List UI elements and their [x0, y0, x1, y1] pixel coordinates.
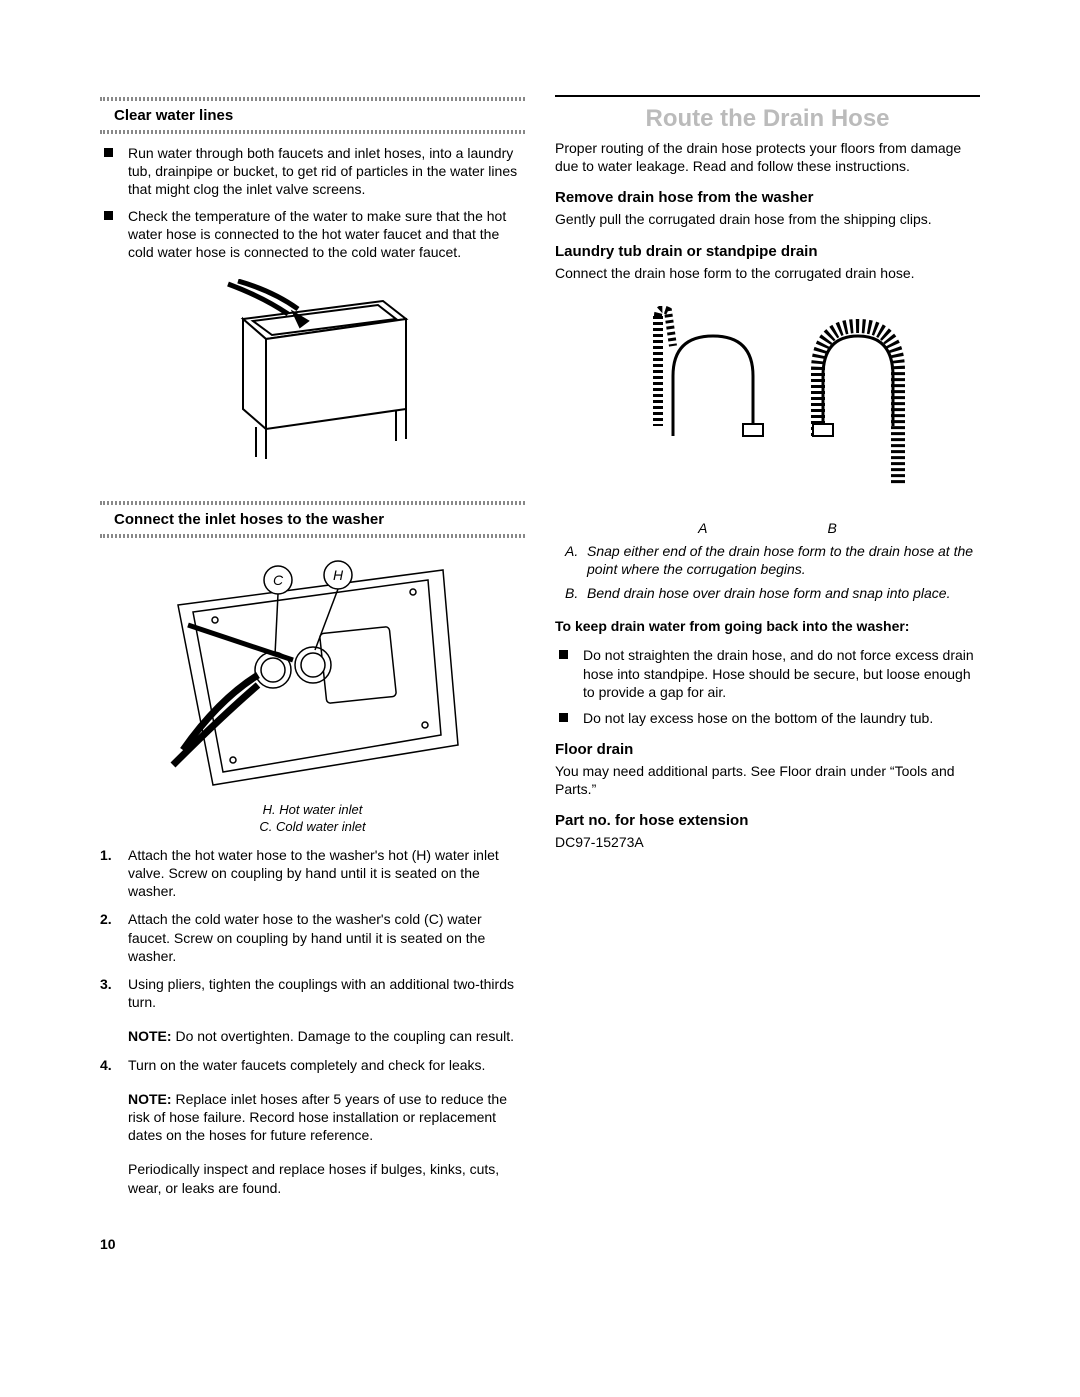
letter-list: A.Snap either end of the drain hose form… [565, 542, 980, 609]
section-title-connect-inlet: Connect the inlet hoses to the washer [114, 511, 525, 528]
body-text: Connect the drain hose form to the corru… [555, 264, 980, 282]
list-item: Run water through both faucets and inlet… [100, 144, 525, 199]
page-number: 10 [100, 1236, 116, 1252]
list-item: 1.Attach the hot water hose to the washe… [100, 846, 525, 901]
step-text: Attach the cold water hose to the washer… [128, 911, 485, 963]
list-item: B.Bend drain hose over drain hose form a… [565, 584, 980, 602]
divider-dotted [100, 130, 525, 134]
note-block: NOTE: Replace inlet hoses after 5 years … [100, 1090, 525, 1145]
note-label: NOTE: [128, 1091, 172, 1107]
list-item: Check the temperature of the water to ma… [100, 207, 525, 262]
list-item: 3.Using pliers, tighten the couplings wi… [100, 975, 525, 1011]
body-text: You may need additional parts. See Floor… [555, 762, 980, 798]
tub-icon [208, 279, 418, 479]
caption-line: H. Hot water inlet [263, 802, 363, 817]
right-column: Route the Drain Hose Proper routing of t… [555, 95, 980, 1207]
figure-drain-hose [555, 306, 980, 506]
drain-hose-icon [618, 306, 918, 506]
note-block: NOTE: Do not overtighten. Damage to the … [100, 1027, 525, 1045]
subheading-keep-drain: To keep drain water from going back into… [555, 618, 980, 634]
intro-text: Proper routing of the drain hose protect… [555, 139, 980, 175]
left-column: Clear water lines Run water through both… [100, 95, 525, 1207]
inlet-steps: 1.Attach the hot water hose to the washe… [100, 846, 525, 1022]
figure-inlet-hoses: C H [100, 550, 525, 790]
part-number: DC97-15273A [555, 833, 980, 851]
divider-dotted [100, 534, 525, 538]
divider-dotted [100, 97, 525, 101]
body-text: Gently pull the corrugated drain hose fr… [555, 210, 980, 228]
clear-water-bullets: Run water through both faucets and inlet… [100, 144, 525, 269]
step-text: Turn on the water faucets completely and… [128, 1057, 485, 1073]
label-b: B [828, 520, 837, 536]
callout-h: H [332, 567, 343, 583]
callout-c: C [272, 572, 283, 588]
label-a: A [698, 520, 707, 536]
figure-labels: A B [555, 520, 980, 536]
inlet-diagram-icon: C H [163, 550, 463, 790]
inlet-steps-cont: 4.Turn on the water faucets completely a… [100, 1056, 525, 1084]
list-item: 2.Attach the cold water hose to the wash… [100, 910, 525, 965]
step-text: Using pliers, tighten the couplings with… [128, 976, 514, 1010]
keep-bullets: Do not straighten the drain hose, and do… [555, 646, 980, 735]
figure-laundry-tub [100, 279, 525, 479]
divider-dotted [100, 501, 525, 505]
figure-caption: H. Hot water inlet C. Cold water inlet [100, 802, 525, 836]
note-text: Do not overtighten. Damage to the coupli… [175, 1028, 514, 1044]
subheading-remove-hose: Remove drain hose from the washer [555, 189, 980, 206]
list-item: Do not straighten the drain hose, and do… [555, 646, 980, 701]
subheading-floor-drain: Floor drain [555, 741, 980, 758]
step-text: Attach the hot water hose to the washer'… [128, 847, 499, 899]
note-block: Periodically inspect and replace hoses i… [100, 1160, 525, 1196]
list-item: Do not lay excess hose on the bottom of … [555, 709, 980, 727]
section-title-route-drain: Route the Drain Hose [555, 105, 980, 133]
subheading-part-no: Part no. for hose extension [555, 812, 980, 829]
letter-text: Bend drain hose over drain hose form and… [587, 585, 950, 601]
note-text: Replace inlet hoses after 5 years of use… [128, 1091, 507, 1143]
page-content: Clear water lines Run water through both… [100, 95, 980, 1207]
subheading-laundry-tub: Laundry tub drain or standpipe drain [555, 243, 980, 260]
letter-text: Snap either end of the drain hose form t… [587, 543, 973, 577]
note-label: NOTE: [128, 1028, 172, 1044]
section-title-clear-water: Clear water lines [114, 107, 525, 124]
caption-line: C. Cold water inlet [259, 819, 365, 834]
list-item: A.Snap either end of the drain hose form… [565, 542, 980, 578]
list-item: 4.Turn on the water faucets completely a… [100, 1056, 525, 1074]
divider-solid [555, 95, 980, 97]
